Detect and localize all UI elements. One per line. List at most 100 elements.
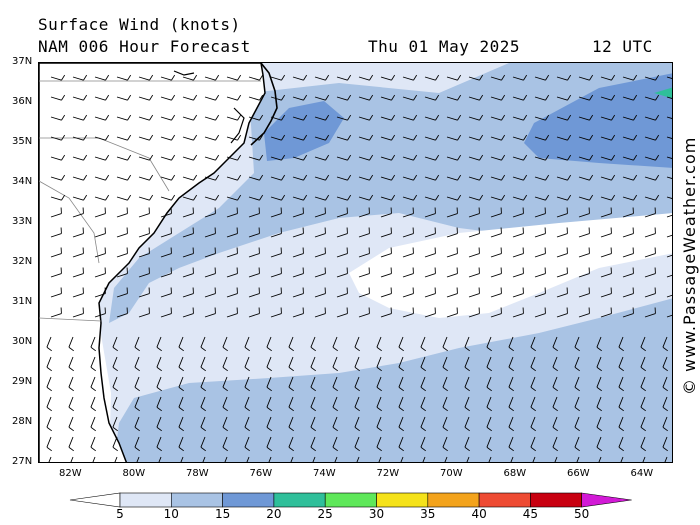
wind-barb [378,456,382,462]
wind-barb [204,287,216,298]
wind-barb [530,396,536,412]
wind-barb [72,307,84,318]
wind-barb [72,194,88,201]
wind-barb [182,174,198,181]
wind-barb [508,376,514,392]
wind-barb [530,376,536,392]
wind-barb [204,94,220,101]
wind-barb [600,94,616,101]
wind-barb [640,336,646,352]
wind-barb [380,227,392,238]
wind-barb [244,436,250,452]
wind-barb [424,174,440,181]
wind-barb [532,456,536,462]
wind-barb [512,247,524,258]
wind-barb [204,267,216,278]
wind-barb [314,114,330,121]
wind-barb [596,416,602,432]
wind-barb [270,207,282,218]
wind-barb [424,207,436,218]
wind-barb [640,436,646,452]
wind-barb [358,287,370,298]
wind-barb [446,247,458,258]
wind-barb [644,307,656,318]
wind-barb [138,114,154,121]
wind-barb [644,227,656,238]
chesapeake-area [173,70,195,76]
wind-barb [332,336,338,352]
wind-barb [226,94,242,101]
wind-barb [618,356,624,372]
wind-barb [72,207,84,218]
wind-barb [222,336,228,352]
wind-barb [508,436,514,452]
wind-barb [596,436,602,452]
wind-barb [490,94,506,101]
wind-barb [530,336,536,352]
lat-label: 34N [12,176,33,187]
wind-barb [444,456,448,462]
wind-barb [376,436,382,452]
wind-barb [622,154,638,161]
wind-barb [46,416,52,432]
wind-barb [464,376,470,392]
wind-barb [468,307,480,318]
wind-barb [160,267,172,278]
colorbar-swatch [171,492,223,508]
wind-barb [336,207,348,218]
wind-barb [380,174,396,181]
wind-barb [292,287,304,298]
wind-barb [398,436,404,452]
wind-barb [48,456,52,462]
wind-barb [156,336,162,352]
wind-barb [160,74,176,81]
wind-barb [178,436,184,452]
wind-barb [292,207,304,218]
wind-barb [380,307,392,318]
wind-barb [182,227,194,238]
wind-barb [116,94,132,101]
wind-barb [596,376,602,392]
wind-barb [488,456,492,462]
wind-barb [94,247,106,258]
wind-barb [50,94,66,101]
wind-barb [68,416,74,432]
wind-map-svg [39,63,672,462]
wind-barb [424,154,440,161]
wind-barb [138,194,154,201]
wind-barb [226,227,238,238]
wind-barb [556,194,572,201]
wind-barb [662,396,668,412]
lat-label: 36N [12,96,33,107]
wind-barb [244,336,250,352]
wind-barb [156,376,162,392]
wind-barb [402,114,418,121]
wind-barb [292,154,308,161]
wind-barb [222,416,228,432]
wind-barb [270,134,286,141]
wind-barb [314,307,326,318]
wind-barb [534,174,550,181]
wind-barb [116,267,128,278]
wind-barb [292,94,308,101]
wind-barb [332,376,338,392]
wind-barb [376,336,382,352]
wind-barb [380,207,392,218]
wind-barb [534,267,546,278]
wind-barb [556,154,572,161]
wind-barb [336,287,348,298]
wind-barb [402,267,414,278]
wind-barb [336,247,348,258]
wind-barb [116,74,132,81]
wind-barb [620,456,624,462]
wind-barb [600,267,612,278]
wind-barb [94,94,110,101]
wind-barb [314,94,330,101]
wind-barb [578,134,594,141]
wind-barb [50,134,66,141]
lon-label: 78W [186,468,209,479]
wind-barb [600,307,612,318]
wind-barb [204,154,220,161]
wind-barb [182,134,198,141]
wind-barb [332,396,338,412]
